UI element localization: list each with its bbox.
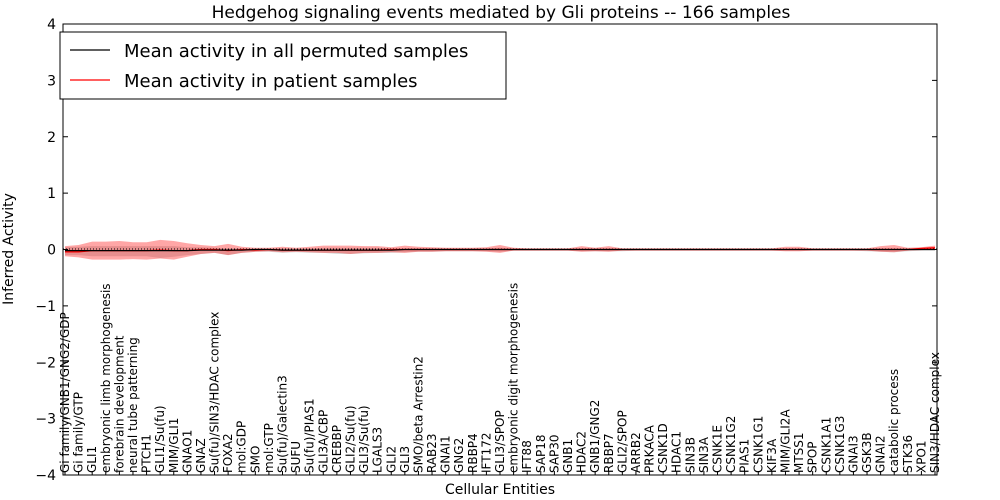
x-tick-label: STK36	[901, 435, 915, 473]
x-axis-label: Cellular Entities	[445, 482, 555, 498]
x-tick-label: GLI3A/CBP	[316, 410, 330, 473]
x-tick-label: HDAC1	[670, 431, 684, 473]
x-tick-label: CSNK1G3	[833, 416, 847, 473]
x-tick-label: PRKACA	[643, 424, 657, 473]
x-tick-label: CSNK1E	[711, 425, 725, 473]
x-tick-label: SMO	[248, 446, 262, 473]
x-tick-label: GLI2/SPOP	[615, 410, 629, 473]
x-tick-label: MIM/GLI1	[167, 418, 181, 473]
y-tick-label: 2	[47, 130, 56, 146]
x-tick-label: XPO1	[914, 440, 928, 473]
x-tick-label: SIN3/HDAC complex	[928, 352, 942, 473]
x-tick-label: embryonic limb morphogenesis	[99, 283, 113, 473]
x-tick-label: IFT172	[479, 433, 493, 473]
x-tick-label: catabolic process	[887, 369, 901, 473]
chart-title: Hedgehog signaling events mediated by Gl…	[212, 3, 791, 23]
legend-label-patient: Mean activity in patient samples	[124, 71, 418, 92]
x-tick-label: SAP18	[534, 434, 548, 473]
x-tick-label: GLI3/Su(fu)	[357, 405, 371, 473]
x-tick-label: Su(fu)/SIN3/HDAC complex	[208, 312, 222, 473]
legend-label-permuted: Mean activity in all permuted samples	[124, 41, 468, 62]
x-tick-label: Su(fu)/Galectin3	[276, 375, 290, 473]
x-tick-label: GNAI1	[439, 435, 453, 473]
x-tick-label: GNAO1	[180, 430, 194, 473]
x-tick-label: Su(fu)/PIAS1	[303, 398, 317, 473]
series-lines	[65, 247, 936, 253]
x-tick-label: ARRB2	[629, 432, 643, 473]
y-tick-label: −1	[35, 299, 56, 315]
x-tick-label: SUFU	[289, 441, 303, 473]
x-tick-label: SAP30	[547, 434, 561, 473]
x-tick-label: HDAC2	[575, 431, 589, 473]
x-tick-label: CREBBP	[330, 425, 344, 473]
y-tick-label: −3	[35, 412, 56, 428]
series-line-permuted	[65, 248, 935, 252]
x-tick-label: GNAI2	[874, 435, 888, 473]
x-tick-label: GNB1/GNG2	[588, 400, 602, 473]
x-tick-label: SIN3A	[697, 436, 711, 473]
x-tick-label: SIN3B	[683, 437, 697, 473]
x-tick-label: GSK3B	[860, 432, 874, 473]
x-tick-label: CSNK1G2	[724, 416, 738, 473]
y-axis-label: Inferred Activity	[1, 193, 17, 305]
x-axis: Gi family/GNB1/GNG2/GDP Gi family/GTP GLI1…	[58, 283, 942, 475]
x-tick-label: GNAZ	[194, 438, 208, 473]
x-tick-label: GLI3/SPOP	[493, 410, 507, 473]
legend: Mean activity in all permuted samples Me…	[59, 31, 507, 100]
x-tick-label: GNB1	[561, 439, 575, 473]
x-tick-label: GNG2	[452, 438, 466, 473]
x-tick-label: GLI2	[384, 446, 398, 473]
x-tick-label: RAB23	[425, 433, 439, 473]
x-tick-label: mol:GTP	[262, 423, 276, 473]
y-tick-label: 3	[47, 73, 56, 89]
x-tick-label: Gi family/GTP	[72, 392, 86, 473]
y-tick-label: −2	[35, 355, 56, 371]
x-tick-label: embryonic digit morphogenesis	[507, 283, 521, 473]
x-tick-label: CSNK1D	[656, 423, 670, 473]
x-tick-label: RBBP7	[602, 433, 616, 473]
x-tick-label: CSNK1A1	[819, 417, 833, 473]
x-tick-label: FOXA2	[221, 433, 235, 473]
x-tick-label: GLI2/Su(fu)	[344, 405, 358, 473]
x-tick-label: PTCH1	[140, 434, 154, 473]
x-tick-label: SMO/beta Arrestin2	[411, 356, 425, 473]
y-axis: −4 −3 −2 −1 0 1 2 3 4	[35, 17, 937, 484]
y-tick-label: 1	[47, 186, 56, 202]
x-tick-label: GLI3	[398, 446, 412, 473]
x-tick-label: GLI1/Su(fu)	[153, 405, 167, 473]
x-tick-label: neural tube patterning	[126, 337, 140, 473]
x-tick-label: mol:GDP	[235, 421, 249, 473]
legend-frame	[59, 31, 507, 100]
x-tick-label: IFT88	[520, 440, 534, 473]
x-tick-label: KIF3A	[765, 438, 779, 473]
x-tick-label: Gi family/GNB1/GNG2/GDP	[58, 312, 72, 473]
x-tick-label: LGALS3	[371, 427, 385, 473]
x-tick-label: GLI1	[85, 446, 99, 473]
y-tick-label: −4	[35, 468, 56, 484]
x-tick-label: GNAI3	[846, 435, 860, 473]
x-tick-label: SPOP	[806, 441, 820, 473]
x-tick-label: forebrain development	[112, 335, 126, 473]
y-tick-label: 0	[47, 243, 56, 259]
x-tick-label: CSNK1G1	[751, 416, 765, 473]
x-tick-label: MIM/GLI2A	[779, 409, 793, 473]
x-tick-label: MTSS1	[792, 432, 806, 473]
x-tick-label: RBBP4	[466, 433, 480, 473]
y-tick-label: 4	[47, 17, 56, 33]
x-tick-label: PIAS1	[738, 439, 752, 473]
